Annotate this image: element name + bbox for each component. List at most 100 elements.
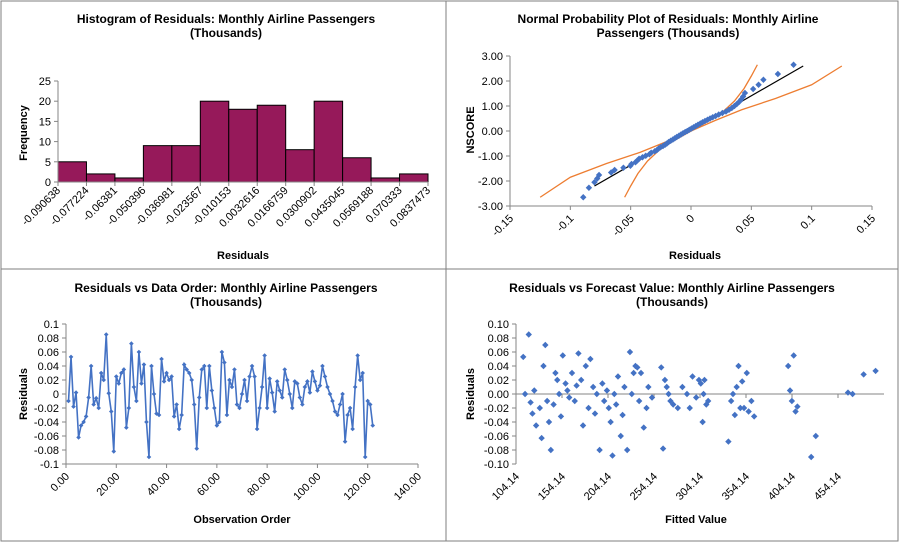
forecast-x-axis-label: Fitted Value	[665, 514, 727, 526]
order-point	[337, 402, 343, 407]
histogram-bar	[199, 100, 230, 183]
histogram-y-tick-label: 5	[45, 157, 51, 169]
histogram-y-tick-label: 10	[39, 137, 51, 149]
forecast-y-tick-label: 0.08	[488, 333, 509, 345]
order-point	[297, 395, 303, 400]
order-point	[207, 363, 212, 369]
order-point	[325, 384, 330, 390]
forecast-point	[733, 383, 740, 391]
order-point	[244, 398, 250, 404]
npp-point	[585, 184, 593, 191]
order-point	[121, 367, 127, 372]
npp-y-tick-label: -3.00	[478, 201, 503, 213]
forecast-point	[679, 383, 686, 391]
forecast-y-tick-label: 0.02	[488, 375, 509, 387]
order-point	[239, 391, 245, 397]
order-point	[365, 398, 371, 404]
forecast-y-tick-label: -0.02	[484, 403, 509, 415]
forecast-point	[573, 382, 580, 389]
forecast-point	[543, 397, 551, 405]
forecast-y-tick-labels: -0.10 -0.08 -0.06 -0.04 -0.02 0.00 0.02 0.04 0.0…	[484, 319, 509, 471]
npp-point	[639, 154, 646, 161]
order-point	[149, 363, 154, 369]
npp-point	[632, 159, 639, 166]
forecast-point	[659, 445, 667, 452]
forecast-point	[564, 387, 571, 394]
order-point	[93, 395, 99, 401]
npp-title-line1: Normal Probability Plot of Residuals: Mo…	[518, 12, 819, 26]
npp-point	[731, 102, 738, 110]
forecast-title-line2: (Thousands)	[636, 295, 708, 309]
order-point	[164, 370, 169, 376]
npp-y-tick-label: -2.00	[478, 176, 503, 188]
npp-point	[728, 104, 735, 112]
forecast-point	[750, 413, 758, 420]
order-point	[340, 391, 345, 397]
order-point	[156, 412, 162, 418]
forecast-point	[626, 348, 634, 356]
order-point	[277, 388, 283, 393]
order-point	[357, 377, 363, 383]
order-point	[71, 404, 76, 409]
npp-point	[635, 155, 643, 162]
forecast-point	[729, 390, 737, 398]
forecast-point	[665, 390, 672, 398]
forecast-point	[648, 394, 656, 401]
order-point	[267, 376, 272, 381]
order-point	[189, 377, 195, 383]
forecast-point	[525, 331, 532, 338]
forecast-y-tick-label: 0.00	[488, 389, 509, 401]
npp-point	[657, 144, 664, 151]
npp-title-line2: Passengers (Thousands)	[597, 26, 740, 40]
forecast-point	[634, 364, 641, 371]
order-point	[315, 388, 320, 393]
forecast-point	[562, 380, 569, 387]
forecast-point	[645, 383, 652, 391]
order-point	[259, 384, 265, 390]
forecast-point	[623, 446, 631, 454]
order-point	[201, 363, 207, 369]
npp-points	[580, 61, 797, 201]
order-points	[66, 332, 376, 460]
forecast-point	[531, 387, 538, 394]
panel-residuals-vs-forecast	[445, 268, 899, 542]
order-x-axis-label: Observation Order	[193, 514, 291, 526]
order-y-tick-label: -0.06	[34, 431, 59, 443]
order-y-axis-label: Residuals	[18, 368, 30, 420]
histogram-bar	[313, 100, 344, 183]
npp-point	[591, 179, 598, 186]
npp-y-tick-label: 3.00	[482, 51, 503, 63]
order-point	[106, 391, 112, 396]
order-y-tick-label: -0.02	[34, 403, 59, 415]
order-point	[274, 379, 280, 384]
order-point	[139, 381, 144, 386]
forecast-point	[697, 380, 704, 387]
forecast-point	[692, 394, 700, 401]
order-point	[124, 425, 129, 430]
forecast-title-line1: Residuals vs Forecast Value: Monthly Air…	[509, 281, 835, 295]
order-point	[269, 390, 275, 395]
forecast-point	[663, 383, 670, 391]
histogram-bar	[370, 177, 401, 183]
forecast-point	[520, 353, 527, 361]
order-point	[279, 395, 285, 400]
order-point	[222, 360, 227, 365]
order-point	[360, 370, 365, 376]
npp-x-axis-label: Residuals	[669, 250, 721, 262]
forecast-point	[792, 408, 799, 415]
order-point	[91, 402, 96, 407]
npp-point	[706, 115, 714, 122]
forecast-point	[540, 362, 547, 370]
order-point	[129, 341, 134, 346]
npp-point	[673, 133, 680, 141]
order-title-line1: Residuals vs Data Order: Monthly Airline…	[75, 281, 378, 295]
npp-y-tick-labels: -3.00 -2.00 -1.00 0.00 1.00 2.00 3.00	[478, 51, 503, 213]
npp-point	[790, 61, 797, 68]
order-title-line2: (Thousands)	[190, 295, 262, 309]
order-point	[292, 379, 298, 384]
order-point	[252, 374, 257, 379]
order-y-tick-label: -0.08	[34, 445, 59, 457]
forecast-point	[669, 401, 677, 408]
order-point	[342, 439, 348, 444]
histogram-bar	[342, 157, 372, 183]
